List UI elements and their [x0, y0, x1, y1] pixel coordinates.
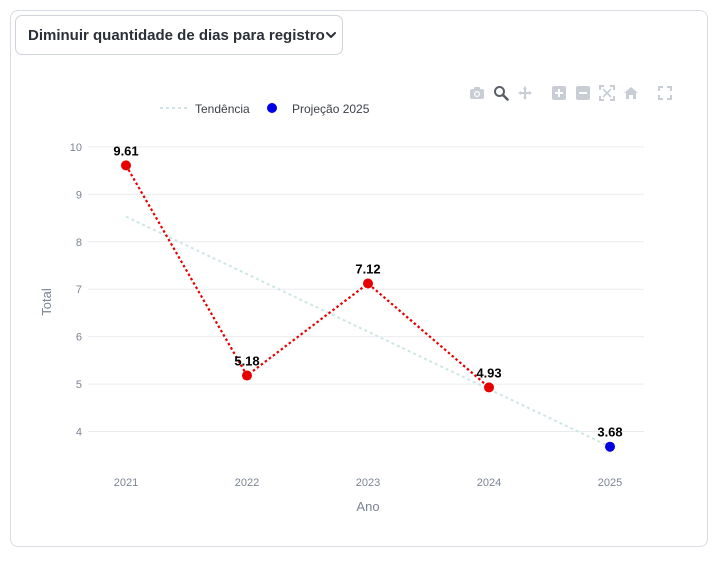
metric-select[interactable]: Diminuir quantidade de dias para registr…: [15, 15, 343, 55]
data-label: 3.68: [597, 425, 622, 440]
series: [121, 160, 615, 452]
axes: 4 5 6 7 8 9 10 2021 2022 2023 2024 2025: [70, 142, 622, 489]
y-tick-label: 7: [76, 284, 82, 296]
legend-projection-swatch: [267, 103, 277, 113]
camera-icon[interactable]: [468, 84, 486, 102]
y-tick-label: 10: [70, 142, 82, 154]
y-tick-label: 8: [76, 237, 82, 249]
zoom-icon[interactable]: [492, 84, 510, 102]
fullscreen-icon[interactable]: [656, 84, 674, 102]
data-label: 5.18: [234, 354, 259, 369]
legend: Tendência Projeção 2025: [160, 102, 370, 116]
data-labels: 9.61 5.18 7.12 4.93 3.68: [113, 143, 622, 439]
zoom-in-icon[interactable]: [550, 84, 568, 102]
chevron-down-icon: [325, 28, 337, 42]
x-tick-label: 2023: [356, 477, 380, 489]
x-axis-title: Ano: [356, 499, 379, 514]
data-label: 9.61: [113, 143, 138, 158]
chart-card: [10, 10, 708, 547]
actual-point[interactable]: [121, 160, 131, 171]
actual-point[interactable]: [484, 382, 494, 393]
actual-point[interactable]: [242, 370, 252, 381]
y-axis-title: Total: [39, 288, 54, 316]
data-label: 7.12: [355, 262, 380, 277]
projection-point[interactable]: [605, 441, 615, 452]
actual-series-line: [125, 164, 490, 389]
y-tick-label: 6: [76, 332, 82, 344]
actual-point[interactable]: [363, 278, 373, 289]
autoscale-icon[interactable]: [598, 84, 616, 102]
zoom-out-icon[interactable]: [574, 84, 592, 102]
legend-trend-label[interactable]: Tendência: [195, 102, 250, 116]
pan-icon[interactable]: [516, 84, 534, 102]
grid: [88, 146, 644, 433]
metric-select-label: Diminuir quantidade de dias para registr…: [28, 26, 325, 44]
y-tick-label: 4: [76, 427, 82, 439]
chart-toolbar: [468, 83, 680, 103]
home-icon[interactable]: [622, 84, 640, 102]
trend-line: [125, 215, 611, 448]
x-tick-label: 2024: [477, 477, 501, 489]
x-tick-label: 2021: [114, 477, 138, 489]
x-tick-label: 2022: [235, 477, 259, 489]
y-tick-label: 5: [76, 379, 82, 391]
legend-projection-label[interactable]: Projeção 2025: [292, 102, 370, 116]
y-tick-label: 9: [76, 189, 82, 201]
x-tick-label: 2025: [598, 477, 622, 489]
data-label: 4.93: [476, 365, 501, 380]
